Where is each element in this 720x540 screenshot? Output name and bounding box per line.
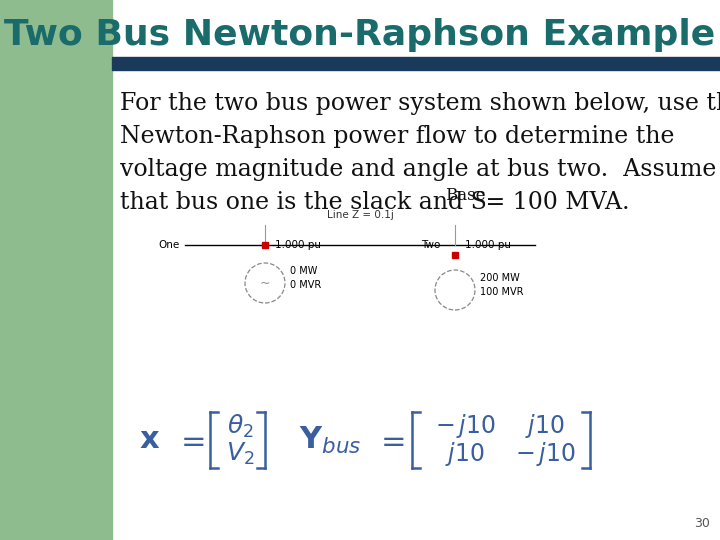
Text: For the two bus power system shown below, use the: For the two bus power system shown below… bbox=[120, 92, 720, 115]
Text: 30: 30 bbox=[694, 517, 710, 530]
Text: $j10$: $j10$ bbox=[525, 412, 564, 440]
Text: Line Z = 0.1j: Line Z = 0.1j bbox=[327, 210, 393, 220]
Text: 0 MW
0 MVR: 0 MW 0 MVR bbox=[290, 266, 321, 289]
Text: $-\,j10$: $-\,j10$ bbox=[515, 440, 575, 468]
Text: $\mathbf{x}$: $\mathbf{x}$ bbox=[140, 426, 161, 455]
Text: One: One bbox=[158, 240, 180, 250]
Text: $=$: $=$ bbox=[375, 426, 405, 455]
Text: Two Bus Newton-Raphson Example: Two Bus Newton-Raphson Example bbox=[4, 18, 716, 52]
Text: $V_2$: $V_2$ bbox=[226, 441, 254, 467]
Text: Newton-Raphson power flow to determine the: Newton-Raphson power flow to determine t… bbox=[120, 125, 675, 148]
Text: voltage magnitude and angle at bus two.  Assume: voltage magnitude and angle at bus two. … bbox=[120, 158, 716, 181]
Text: $-\,j10$: $-\,j10$ bbox=[435, 412, 495, 440]
Text: 1.000 pu: 1.000 pu bbox=[465, 240, 511, 250]
Text: ~: ~ bbox=[260, 276, 270, 289]
Bar bbox=[112, 57, 720, 70]
Text: that bus one is the slack and S: that bus one is the slack and S bbox=[120, 191, 487, 214]
Text: Two: Two bbox=[420, 240, 440, 250]
Text: Base: Base bbox=[445, 187, 485, 204]
Text: $\theta_2$: $\theta_2$ bbox=[227, 413, 253, 440]
Text: 1.000 pu: 1.000 pu bbox=[275, 240, 321, 250]
Text: 200 MW
100 MVR: 200 MW 100 MVR bbox=[480, 273, 523, 296]
Text: $j10$: $j10$ bbox=[445, 440, 485, 468]
Text: = 100 MVA.: = 100 MVA. bbox=[478, 191, 629, 214]
Text: $\mathbf{Y}_{bus}$: $\mathbf{Y}_{bus}$ bbox=[299, 424, 361, 456]
Text: $=$: $=$ bbox=[175, 426, 205, 455]
